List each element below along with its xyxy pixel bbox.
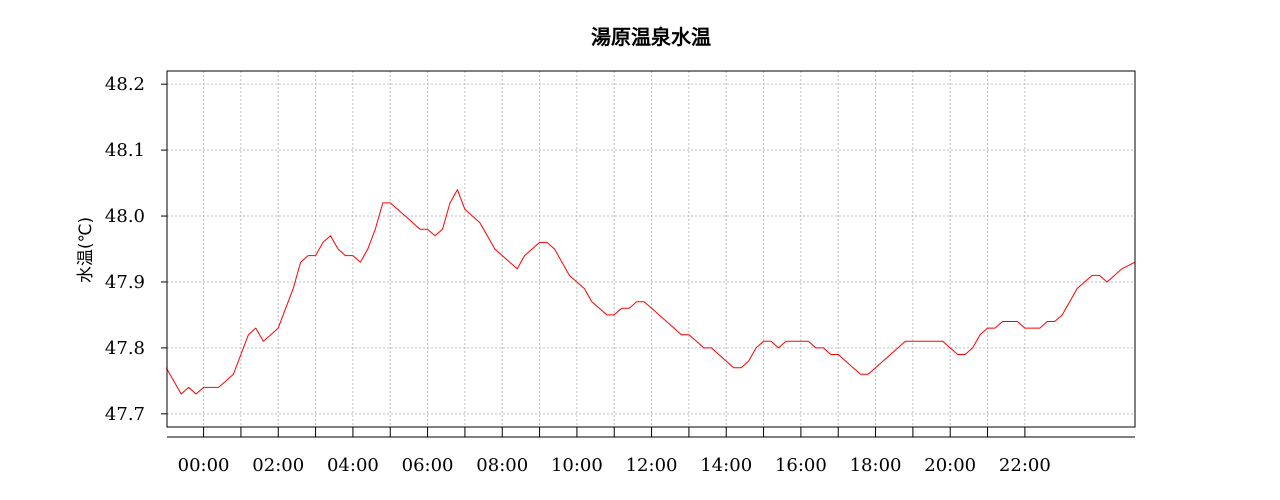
- chart-title: 湯原温泉水温: [591, 25, 711, 49]
- series-layer: [165, 189, 1136, 395]
- x-tick-label: 16:00: [775, 455, 827, 476]
- x-tick-label: 04:00: [327, 455, 379, 476]
- x-tick-label: 14:00: [700, 455, 752, 476]
- x-tick-label: 18:00: [850, 455, 902, 476]
- x-tick-label: 10:00: [551, 455, 603, 476]
- plot-frame: [166, 70, 1136, 428]
- grid: [167, 71, 1135, 427]
- y-tick-label: 47.9: [105, 272, 145, 293]
- x-tick-label: 12:00: [626, 455, 678, 476]
- y-tick-label: 47.7: [105, 404, 145, 425]
- x-tick-label: 08:00: [476, 455, 528, 476]
- series-line-0: [165, 189, 1136, 395]
- y-axis-label: 水温(℃): [76, 217, 96, 283]
- y-tick-label: 48.2: [105, 74, 145, 95]
- x-tick-label: 22:00: [999, 455, 1051, 476]
- y-tick-label: 47.8: [105, 338, 145, 359]
- y-tick-label: 48.1: [105, 140, 145, 161]
- x-tick-label: 20:00: [924, 455, 976, 476]
- x-tick-label: 06:00: [402, 455, 454, 476]
- y-axis: 47.7 47.8 47.9 48.0 48.1 48.2: [105, 74, 167, 425]
- x-tick-label: 02:00: [252, 455, 304, 476]
- x-axis: 00:00 02:00 04:00 06:00 08:00 10:00 12:00 14:00…: [167, 427, 1135, 476]
- x-tick-label: 00:00: [178, 455, 230, 476]
- y-tick-label: 48.0: [105, 206, 145, 227]
